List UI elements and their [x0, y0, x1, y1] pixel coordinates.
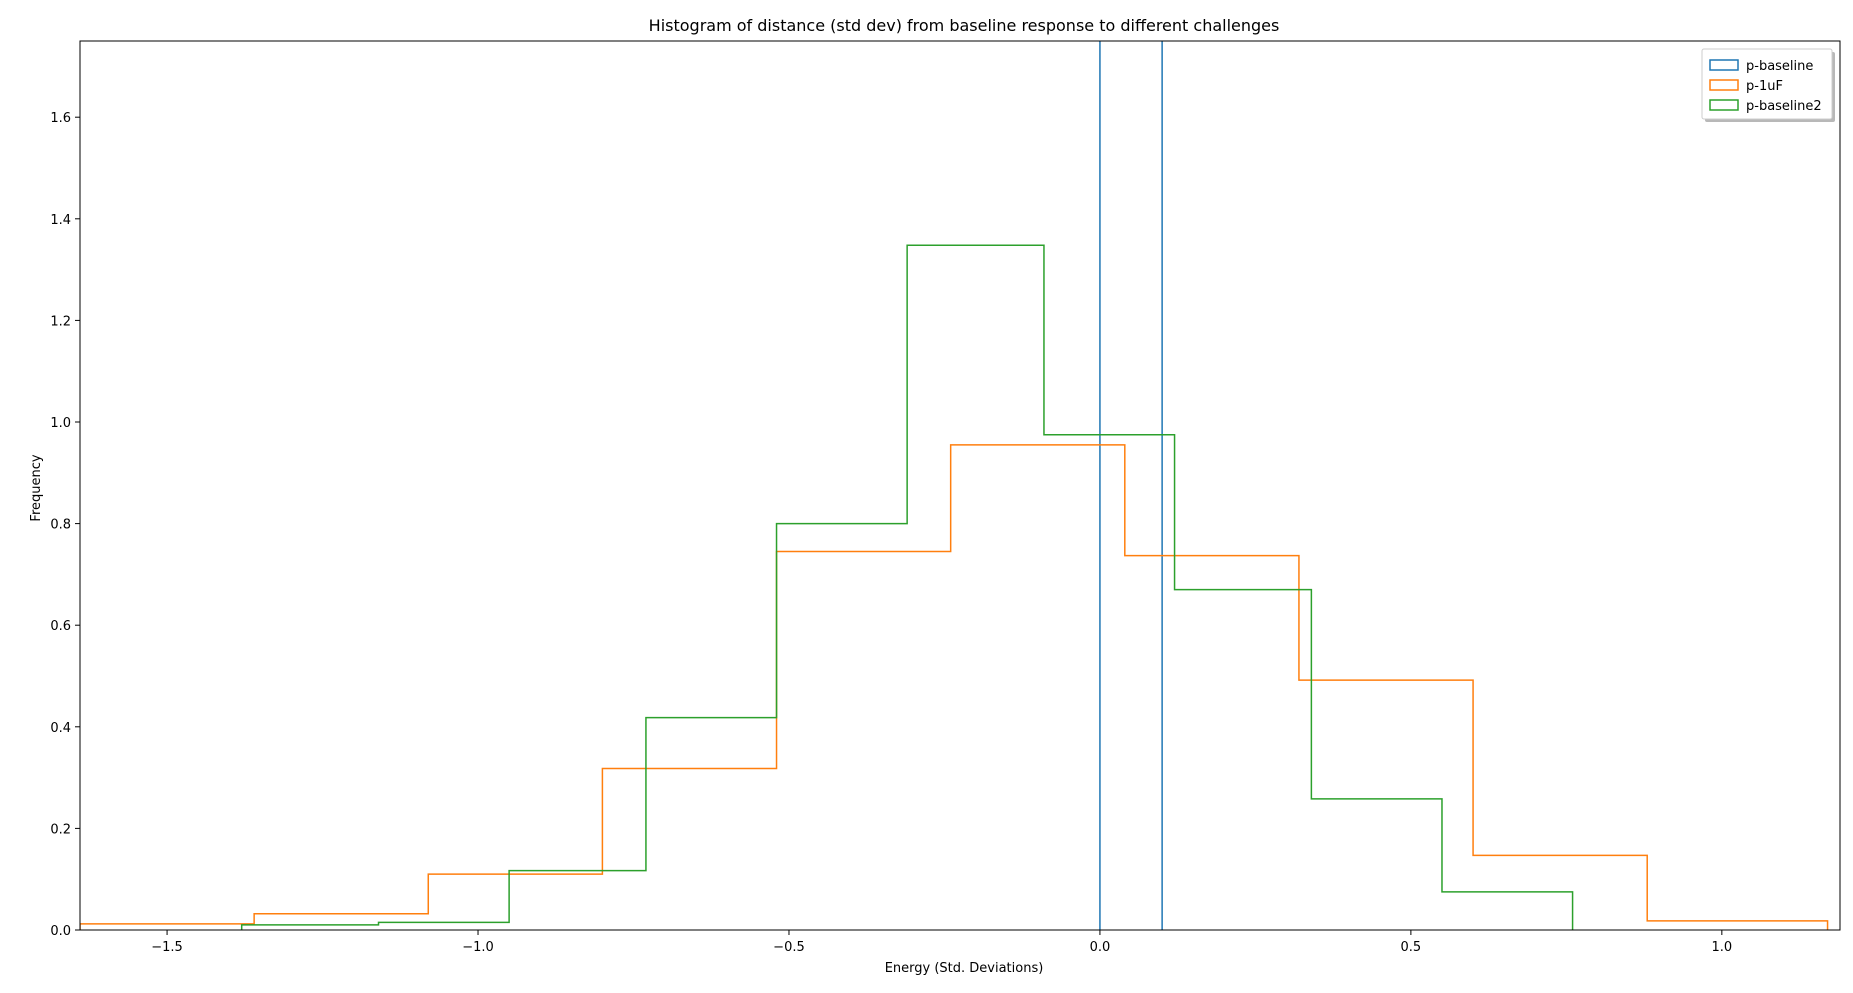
x-tick-label-0: −1.5 — [151, 940, 183, 955]
plot-area — [80, 41, 1829, 930]
legend-swatch-p-baseline2 — [1709, 99, 1739, 111]
x-tick-label-5: 1.0 — [1711, 940, 1732, 955]
y-tick-label-0: 0.0 — [50, 924, 71, 939]
legend-label-p-baseline2: p-baseline2 — [1746, 99, 1822, 114]
y-tick-label-8: 1.6 — [50, 111, 71, 126]
y-tick-label-5: 1.0 — [50, 416, 71, 431]
legend: p-baseline p-1uF p-baseline2 — [1701, 48, 1835, 122]
x-tick-label-3: 0.0 — [1090, 940, 1111, 955]
x-axis-label: Energy (Std. Deviations) — [885, 961, 1044, 976]
legend-label-p-1uF: p-1uF — [1746, 79, 1783, 94]
axes-frame — [79, 40, 1841, 931]
x-tick-label-2: −0.5 — [773, 940, 805, 955]
legend-swatch-p-baseline — [1709, 59, 1739, 71]
x-tick-label-1: −1.0 — [462, 940, 494, 955]
y-tick-label-4: 0.8 — [50, 518, 71, 533]
y-tick-label-2: 0.4 — [50, 721, 71, 736]
y-tick-label-1: 0.2 — [50, 822, 71, 837]
y-axis-label: Frequency — [29, 454, 44, 521]
legend-label-p-baseline: p-baseline — [1746, 59, 1813, 74]
chart-title: Histogram of distance (std dev) from bas… — [649, 16, 1280, 35]
series-p-baseline2-step — [240, 244, 1574, 930]
legend-swatch-p-1uF — [1709, 79, 1739, 91]
series-p-1uF-step — [80, 444, 1829, 930]
y-tick-label-6: 1.2 — [50, 314, 71, 329]
legend-box — [1701, 48, 1833, 120]
series-group — [80, 41, 1829, 930]
y-tick-label-7: 1.4 — [50, 213, 71, 228]
y-tick-label-3: 0.6 — [50, 619, 71, 634]
axes: −1.5 −1.0 −0.5 0.0 0.5 1.0 0.0 0.2 0.4 0.6 0.8 1.0 1… — [50, 40, 1841, 955]
x-tick-label-4: 0.5 — [1401, 940, 1422, 955]
